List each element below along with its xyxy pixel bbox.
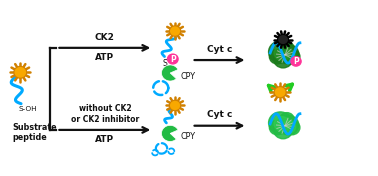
Circle shape bbox=[274, 121, 293, 139]
Wedge shape bbox=[161, 65, 178, 81]
Circle shape bbox=[277, 115, 299, 135]
Circle shape bbox=[274, 46, 290, 60]
Circle shape bbox=[282, 50, 296, 62]
Text: CPY: CPY bbox=[180, 72, 195, 81]
Circle shape bbox=[280, 113, 294, 126]
Text: S-OH: S-OH bbox=[19, 106, 37, 112]
Circle shape bbox=[274, 117, 290, 131]
Text: Substrate
peptide: Substrate peptide bbox=[13, 123, 57, 142]
Circle shape bbox=[291, 57, 301, 66]
Circle shape bbox=[270, 49, 285, 64]
Circle shape bbox=[274, 51, 293, 68]
Circle shape bbox=[269, 41, 292, 63]
Circle shape bbox=[284, 49, 300, 64]
Text: P: P bbox=[293, 57, 299, 66]
Text: ATP: ATP bbox=[95, 135, 115, 144]
Circle shape bbox=[169, 100, 181, 111]
Text: without CK2
or CK2 inhibitor: without CK2 or CK2 inhibitor bbox=[71, 104, 139, 124]
Circle shape bbox=[269, 112, 292, 134]
Text: ATP: ATP bbox=[95, 53, 115, 62]
Circle shape bbox=[167, 54, 178, 64]
Circle shape bbox=[280, 42, 294, 55]
Circle shape bbox=[169, 26, 181, 36]
Circle shape bbox=[277, 44, 299, 64]
Text: CK2: CK2 bbox=[95, 33, 115, 42]
Circle shape bbox=[284, 120, 300, 135]
Circle shape bbox=[14, 66, 27, 78]
Text: Cyt c: Cyt c bbox=[207, 110, 232, 120]
Wedge shape bbox=[161, 125, 178, 142]
Text: CPY: CPY bbox=[180, 132, 195, 141]
Circle shape bbox=[277, 34, 288, 45]
Text: Cyt c: Cyt c bbox=[207, 45, 232, 54]
Text: P: P bbox=[170, 55, 176, 64]
Circle shape bbox=[274, 87, 286, 98]
Text: S: S bbox=[163, 59, 168, 68]
Circle shape bbox=[282, 121, 296, 133]
Circle shape bbox=[270, 120, 285, 135]
